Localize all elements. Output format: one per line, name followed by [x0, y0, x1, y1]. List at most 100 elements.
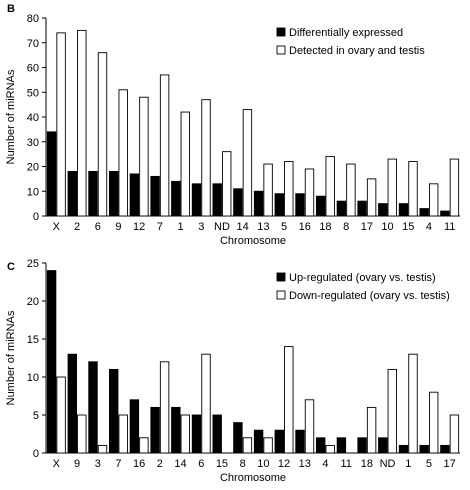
x-axis-title: Chromosome	[220, 472, 286, 484]
bar-series-1	[212, 183, 222, 217]
legend-label: Differentially expressed	[289, 27, 403, 39]
bar-series-1	[419, 208, 429, 217]
legend-swatch	[276, 27, 286, 37]
x-tick-label: 16	[133, 458, 145, 470]
bar-series-1	[67, 170, 78, 217]
legend-label: Down-regulated (ovary vs. testis)	[289, 290, 450, 302]
bar-series-1	[46, 270, 57, 454]
x-tick-label: ND	[214, 221, 230, 233]
x-tick-label: 8	[240, 458, 246, 470]
x-tick-label: 1	[405, 458, 411, 470]
y-tick-label: 40	[27, 112, 39, 124]
bar-series-2	[449, 414, 460, 454]
x-tick-label: 14	[237, 221, 249, 233]
bar-series-2	[77, 414, 87, 454]
bar-series-2	[366, 178, 377, 217]
x-tick-label: 6	[95, 221, 101, 233]
bar-series-2	[77, 29, 87, 217]
y-axis-title: Number of miRNAs	[5, 310, 17, 405]
x-tick-label: 14	[174, 458, 186, 470]
bar-series-2	[56, 376, 66, 454]
x-tick-label: 6	[198, 458, 204, 470]
bar-series-1	[295, 429, 305, 454]
legend-label: Detected in ovary and testis	[289, 45, 425, 57]
bar-series-1	[398, 203, 409, 217]
x-tick-label: 9	[74, 458, 80, 470]
x-tick-label: 10	[381, 221, 393, 233]
bar-series-1	[233, 422, 243, 454]
bar-series-1	[398, 444, 409, 454]
bar-series-1	[274, 429, 284, 454]
bar-series-2	[97, 52, 108, 217]
x-tick-label: 13	[257, 221, 269, 233]
x-tick-label: 11	[444, 221, 455, 233]
x-tick-label: 10	[257, 458, 269, 470]
bar-series-1	[88, 170, 98, 217]
bar-series-2	[408, 353, 418, 454]
bar-series-2	[325, 444, 335, 454]
bar-series-2	[304, 399, 315, 454]
bar-series-2	[325, 156, 335, 217]
bar-series-2	[118, 414, 128, 454]
x-tick-label: ND	[380, 458, 396, 470]
bar-series-2	[56, 32, 66, 217]
panel-label: C	[7, 261, 15, 273]
y-tick-label: 70	[27, 38, 39, 50]
x-tick-label: 18	[319, 221, 331, 233]
bar-series-1	[171, 180, 181, 217]
bar-series-2	[180, 414, 191, 454]
bar-series-1	[378, 203, 388, 217]
bar-series-1	[440, 444, 450, 454]
bar-series-1	[295, 193, 305, 217]
x-tick-label: 7	[115, 458, 121, 470]
bar-series-2	[408, 161, 418, 217]
x-tick-label: 5	[281, 221, 287, 233]
bar-series-2	[242, 437, 253, 454]
panel-label: B	[7, 3, 15, 15]
y-axis-title: Number of miRNAs	[5, 69, 17, 164]
legend-swatch	[276, 290, 286, 300]
bar-series-1	[253, 429, 264, 454]
bar-series-2	[201, 353, 211, 454]
bar-series-1	[108, 368, 119, 454]
x-tick-label: 17	[361, 221, 373, 233]
bar-series-2	[429, 183, 439, 217]
x-tick-label: 13	[299, 458, 311, 470]
x-tick-label: 7	[157, 221, 163, 233]
bar-series-1	[274, 193, 284, 217]
bar-series-2	[201, 99, 211, 217]
x-tick-label: 12	[278, 458, 290, 470]
y-tick-label: 10	[27, 372, 39, 384]
y-tick-label: 20	[27, 162, 39, 174]
bar-series-1	[357, 200, 367, 217]
bar-series-1	[419, 444, 429, 454]
bar-series-1	[191, 414, 202, 454]
bar-series-1	[212, 414, 222, 454]
bar-series-1	[316, 195, 326, 217]
x-tick-label: 4	[322, 458, 328, 470]
bar-series-2	[346, 163, 356, 217]
y-tick-label: 10	[27, 186, 39, 198]
bar-series-1	[440, 210, 450, 217]
bar-series-1	[378, 437, 388, 454]
bar-series-2	[304, 168, 315, 217]
bar-series-1	[129, 173, 140, 217]
y-tick-label: 60	[27, 63, 39, 75]
bar-series-2	[263, 437, 273, 454]
legend-swatch	[276, 272, 286, 282]
legend-label: Up-regulated (ovary vs. testis)	[289, 272, 436, 284]
bar-series-2	[387, 368, 397, 454]
y-tick-label: 80	[27, 13, 39, 25]
y-tick-label: 25	[27, 258, 39, 270]
bar-series-2	[263, 163, 273, 217]
bar-series-2	[284, 161, 294, 217]
bar-series-2	[139, 96, 149, 217]
y-tick-label: 30	[27, 137, 39, 149]
bar-series-2	[180, 111, 191, 217]
x-axis-title: Chromosome	[220, 235, 286, 247]
x-tick-label: X	[53, 458, 61, 470]
y-tick-label: 5	[33, 410, 39, 422]
bar-series-1	[129, 399, 140, 454]
